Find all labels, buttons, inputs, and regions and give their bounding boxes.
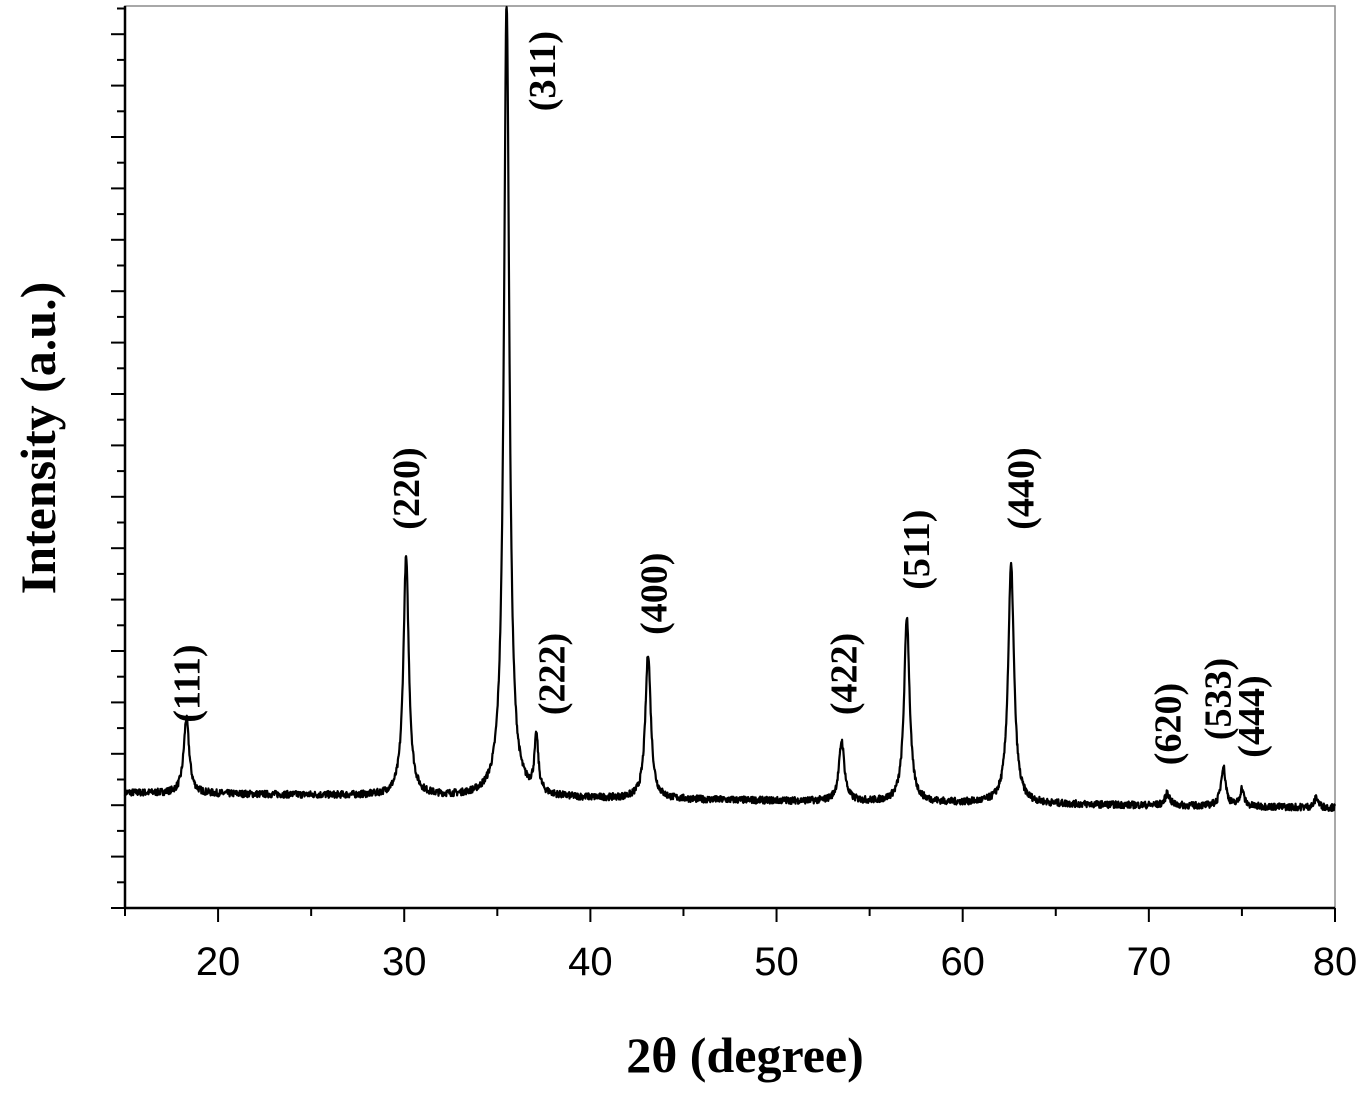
peak-label: (222) [531,633,573,715]
peak-label: (620) [1148,683,1190,765]
x-tick-label: 70 [1127,940,1172,984]
x-tick-label: 60 [940,940,985,984]
x-axis-ticks [125,908,1335,922]
x-tick-label: 20 [196,940,241,984]
plot-frame [125,6,1335,908]
x-tick-label: 80 [1313,940,1358,984]
peak-label: (444) [1231,675,1273,757]
x-axis-title: 2θ (degree) [626,1027,864,1083]
x-tick-label: 50 [754,940,799,984]
peak-labels: (111) (220) (311) (222) (400) (422) (511) (440)… [166,31,1273,765]
peak-label: (311) [522,31,564,111]
x-tick-label: 40 [568,940,613,984]
x-tick-label: 30 [382,940,427,984]
x-tick-labels: 20 30 40 50 60 70 80 [196,940,1357,984]
peak-label: (400) [634,553,676,635]
y-axis-ticks [111,9,125,909]
y-axis-title: Intensity (a.u.) [10,282,66,595]
peak-label: (511) [896,510,938,590]
peak-label: (111) [166,644,208,722]
peak-label: (422) [824,633,866,715]
peak-label: (440) [1000,447,1042,529]
peak-label: (220) [386,447,428,529]
